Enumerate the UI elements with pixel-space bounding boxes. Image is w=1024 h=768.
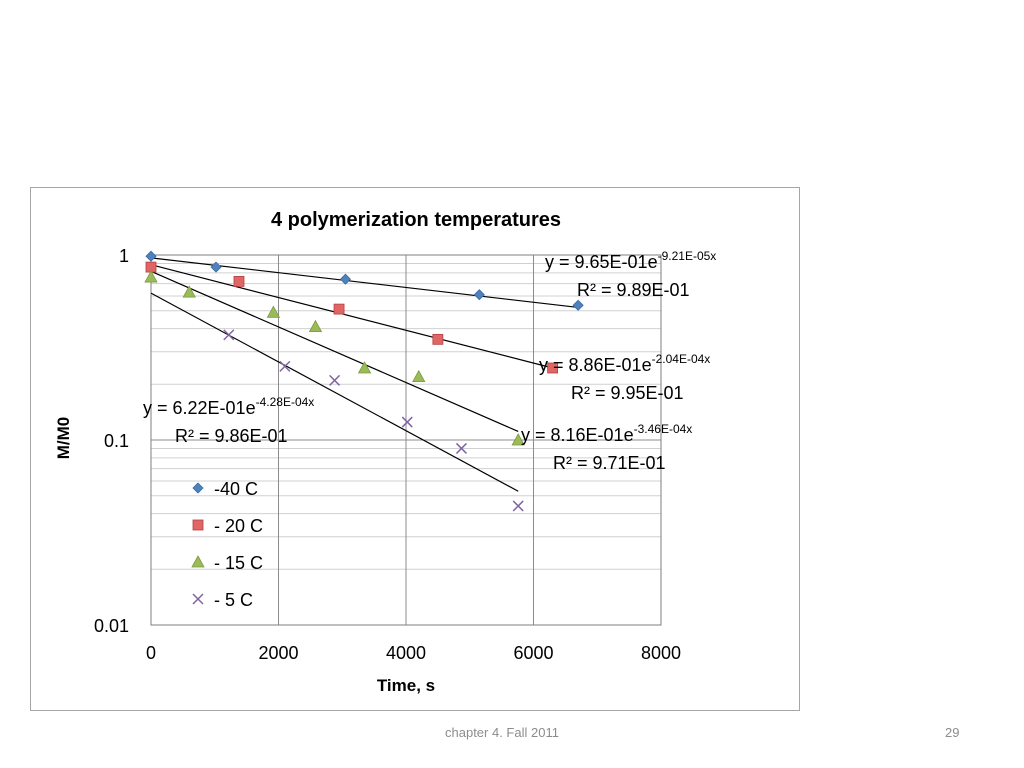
data-point-series-4 [223, 329, 235, 341]
trendline-series-4 [150, 292, 519, 492]
legend-marker-4 [192, 593, 204, 605]
page-number: 29 [945, 725, 960, 740]
legend-label-3: - 15 C [214, 553, 263, 573]
data-point-series-4 [455, 442, 467, 454]
marker-stroke [401, 416, 413, 428]
trendline-equation-1: y = 9.65E-01e-9.21E-05x [545, 249, 716, 272]
data-point-series-3 [308, 319, 323, 333]
x-tick-label: 0 [146, 643, 156, 663]
data-point-series-3 [511, 433, 525, 446]
x-tick-label: 8000 [641, 643, 681, 663]
data-point-series-3 [266, 305, 281, 318]
data-point-series-1 [210, 261, 222, 273]
chart-svg: 4 polymerization temperatures 0 2000 4000 6… [54, 209, 716, 695]
legend-marker-3 [191, 555, 205, 568]
data-point-series-1 [473, 289, 485, 301]
data-point-series-4 [329, 374, 341, 386]
marker-stroke [512, 500, 524, 512]
legend-label-1: -40 C [214, 479, 258, 499]
data-point-series-3 [357, 361, 372, 374]
data-point-series-2 [547, 362, 559, 374]
legend-label-2: - 20 C [214, 516, 263, 536]
data-point-series-4 [512, 500, 524, 512]
trendline-equation-4: y = 6.22E-01e-4.28E-04x [143, 395, 314, 418]
marker-stroke [455, 442, 467, 454]
x-tick-label: 4000 [386, 643, 426, 663]
y-tick-label: 0.01 [94, 616, 129, 636]
r-squared-4: R² = 9.86E-01 [175, 426, 288, 446]
legend-label-4: - 5 C [214, 590, 253, 610]
y-tick-label: 0.1 [104, 431, 129, 451]
x-axis-label: Time, s [377, 676, 435, 695]
y-tick-label: 1 [119, 246, 129, 266]
marker-stroke [223, 329, 235, 341]
marker-stroke [192, 593, 204, 605]
marker-stroke [279, 360, 291, 372]
marker-stroke [329, 374, 341, 386]
trendline-series-3 [150, 270, 519, 433]
data-point-series-1 [145, 250, 157, 262]
chart-title: 4 polymerization temperatures [271, 209, 561, 231]
data-point-series-2 [432, 333, 444, 345]
legend-marker-1 [192, 482, 204, 494]
legend-marker-2 [192, 519, 204, 531]
x-tick-label: 6000 [513, 643, 553, 663]
data-point-series-4 [279, 360, 291, 372]
x-tick-label: 2000 [258, 643, 298, 663]
r-squared-2: R² = 9.95E-01 [571, 383, 684, 403]
trendline-equation-2: y = 8.86E-01e-2.04E-04x [539, 352, 710, 375]
r-squared-1: R² = 9.89E-01 [577, 280, 690, 300]
footer-text: chapter 4. Fall 2011 [445, 725, 559, 740]
chart-area: 4 polymerization temperatures 0 2000 4000 6… [30, 187, 800, 711]
data-point-series-2 [333, 303, 345, 315]
data-point-series-2 [233, 275, 245, 287]
data-point-series-1 [339, 273, 352, 285]
data-point-series-3 [182, 285, 196, 298]
y-axis-label: M/M0 [54, 417, 73, 460]
data-point-series-1 [572, 299, 584, 311]
plot-frame [150, 254, 662, 626]
trendline-series-1 [150, 257, 579, 309]
data-point-series-4 [401, 416, 413, 428]
data-point-series-3 [412, 369, 426, 383]
data-point-series-3 [144, 270, 158, 283]
trendline-series-2 [150, 264, 553, 369]
r-squared-3: R² = 9.71E-01 [553, 453, 666, 473]
trendline-equation-3: y = 8.16E-01e-3.46E-04x [521, 422, 692, 445]
